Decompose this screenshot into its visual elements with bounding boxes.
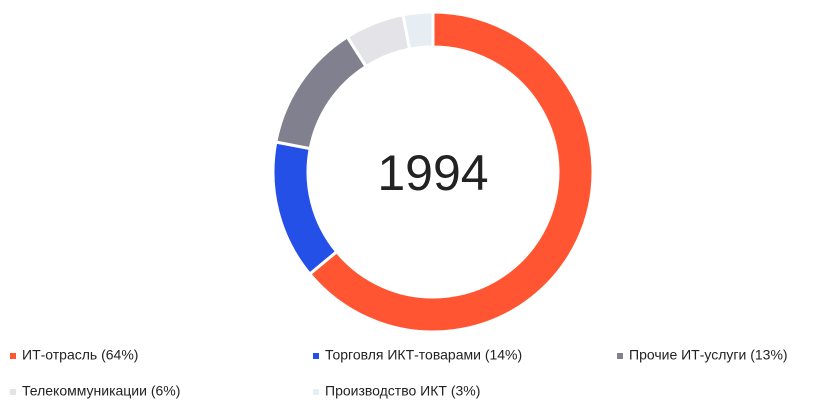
legend-marker bbox=[10, 389, 16, 395]
legend-marker bbox=[617, 353, 623, 359]
legend-label: Телекоммуникации (6%) bbox=[22, 383, 180, 399]
donut-segment bbox=[307, 10, 595, 334]
legend-marker bbox=[10, 353, 16, 359]
legend-marker bbox=[313, 389, 319, 395]
legend-marker bbox=[313, 353, 319, 359]
donut-segment bbox=[271, 140, 339, 277]
legend-label: Производство ИКТ (3%) bbox=[325, 383, 480, 399]
legend-label: Торговля ИКТ-товарами (14%) bbox=[325, 347, 522, 363]
legend-label: Прочие ИТ-услуги (13%) bbox=[629, 347, 788, 363]
donut-segment bbox=[274, 34, 369, 151]
center-label: 1994 bbox=[377, 145, 488, 201]
legend-label: ИТ-отрасль (64%) bbox=[22, 347, 138, 363]
donut-segment bbox=[401, 10, 435, 51]
